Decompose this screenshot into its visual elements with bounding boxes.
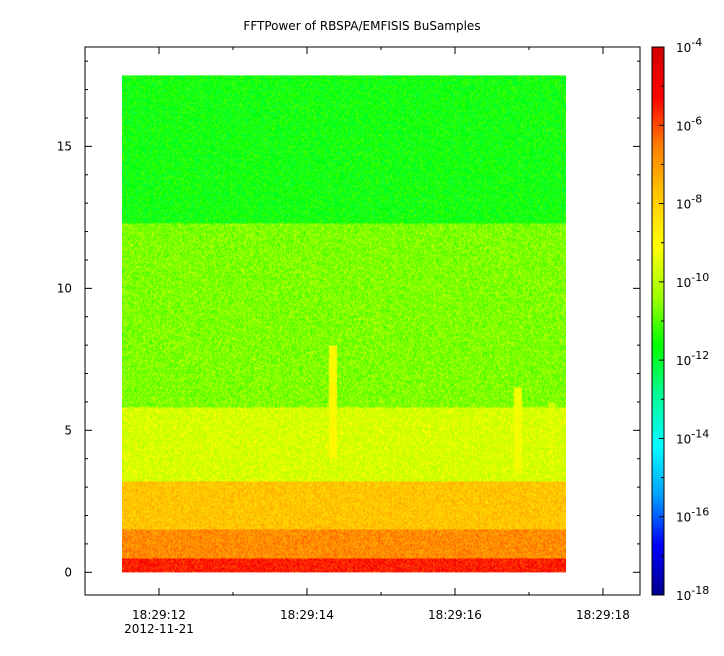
x-tick-label: 18:29:16 [428, 608, 482, 622]
colorbar-tick-exponent: -16 [691, 506, 709, 519]
x-tick-label: 18:29:12 [132, 608, 186, 622]
colorbar-tick-exponent: -4 [691, 36, 702, 49]
colorbar-tick-label: 10-6 [676, 114, 702, 133]
colorbar-tick-label: 10-10 [676, 271, 709, 290]
colorbar-tick-exponent: -10 [691, 271, 709, 284]
colorbar-tick-exponent: -14 [691, 427, 709, 440]
colorbar-tick-base: 10 [676, 354, 691, 368]
y-axis: 0 5 10 15 [57, 60, 640, 579]
colorbar-tick-label: 10-14 [676, 427, 709, 446]
colorbar-tick-base: 10 [676, 276, 691, 290]
colorbar-tick-base: 10 [676, 41, 691, 55]
y-tick-label: 5 [64, 423, 72, 437]
x-tick-label: 18:29:14 [280, 608, 334, 622]
colorbar-tick-label: 10-12 [676, 349, 709, 368]
colorbar-tick-exponent: -6 [691, 114, 702, 127]
x-axis: 18:29:12 18:29:14 18:29:16 18:29:18 2012-11-… [84, 47, 630, 636]
colorbar-tick-base: 10 [676, 511, 691, 525]
spectrogram-image [122, 75, 566, 573]
colorbar-tick-label: 10-8 [676, 193, 702, 212]
y-tick-label: 10 [57, 281, 72, 295]
colorbar-tick-base: 10 [676, 198, 691, 212]
colorbar-tick-label: 10-4 [676, 36, 702, 55]
y-tick-label: 15 [57, 139, 72, 153]
colorbar-tick-exponent: -12 [691, 349, 709, 362]
chart-title: FFTPower of RBSPA/EMFISIS BuSamples [243, 19, 480, 33]
colorbar-tick-base: 10 [676, 432, 691, 446]
x-date-label: 2012-11-21 [124, 622, 194, 636]
colorbar-tick-exponent: -18 [691, 584, 709, 597]
colorbar-tick-base: 10 [676, 119, 691, 133]
colorbar-tick-exponent: -8 [691, 193, 702, 206]
colorbar-tick-base: 10 [676, 589, 691, 603]
x-tick-label: 18:29:18 [576, 608, 630, 622]
colorbar-tick-label: 10-16 [676, 506, 709, 525]
colorbar-tick-label: 10-18 [676, 584, 709, 603]
y-tick-label: 0 [64, 565, 72, 579]
